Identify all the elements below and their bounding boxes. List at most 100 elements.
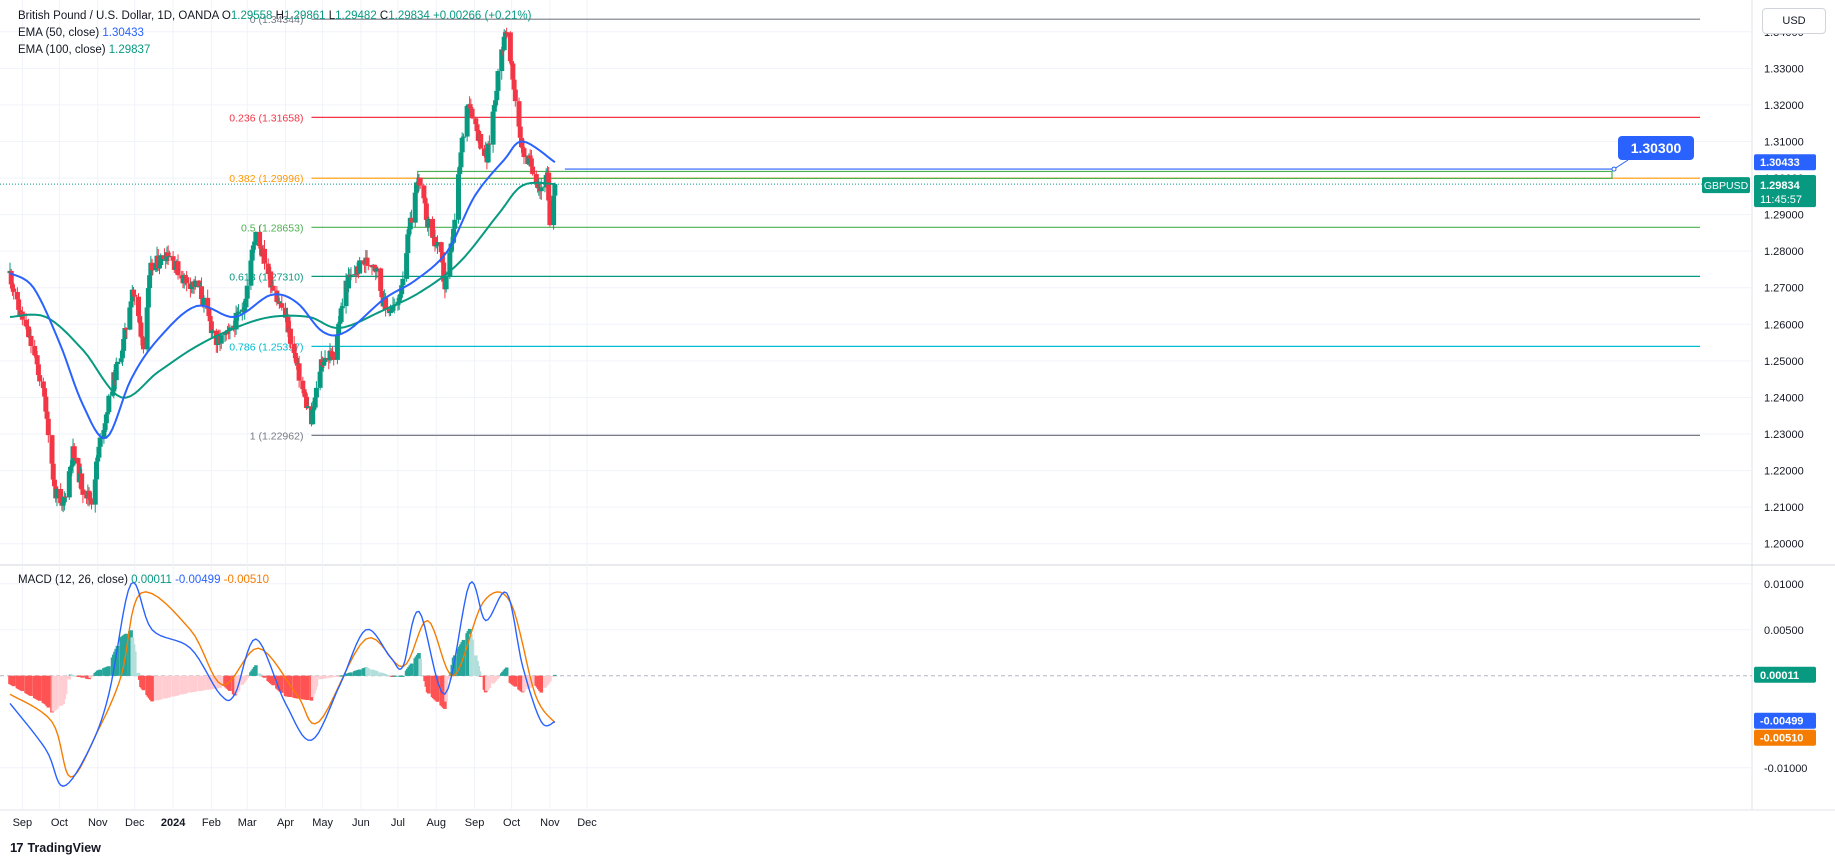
macd-hist-bar: [245, 675, 250, 678]
fib-level-label: 0.382 (1.29996): [229, 173, 303, 185]
currency-button[interactable]: USD: [1762, 8, 1826, 34]
candle-body: [60, 502, 66, 506]
symbol-title[interactable]: British Pound / U.S. Dollar, 1D, OANDA: [18, 10, 219, 22]
macd-hist-bar: [477, 671, 482, 676]
low-value: 1.29482: [335, 10, 377, 22]
candle-body: [206, 308, 212, 317]
ema50-line: [9, 140, 556, 440]
macd-hist-bar: [107, 666, 111, 676]
callout-label: 1.30300: [1631, 140, 1682, 156]
candle-body: [464, 105, 470, 137]
macd-hist-bar: [444, 675, 448, 702]
candle-body: [390, 305, 396, 311]
macd-hist-bar: [340, 675, 345, 677]
price-tick-label: 1.27000: [1764, 283, 1804, 295]
candle-body: [123, 328, 129, 330]
candle-body: [34, 355, 40, 365]
symbol-tag-label: GBPUSD: [1704, 180, 1749, 192]
macd-hist-bar: [551, 675, 556, 677]
price-tick-label: 1.22000: [1764, 466, 1804, 478]
candle-body: [348, 275, 354, 278]
candle-body: [336, 323, 342, 335]
macd-hist-bar: [72, 675, 77, 677]
candle-body: [43, 396, 49, 412]
candle-body: [399, 285, 405, 295]
macd-legend[interactable]: MACD (12, 26, close) 0.00011 -0.00499 -0…: [18, 572, 269, 589]
candle-body: [279, 303, 285, 308]
macd-hist-bar: [504, 667, 509, 676]
candle-body: [423, 203, 429, 220]
candle-body: [32, 346, 38, 356]
macd-hist-bar: [357, 669, 362, 676]
candle-body: [24, 326, 30, 328]
fib-level-label: 0.5 (1.28653): [241, 222, 303, 234]
candle-body: [258, 246, 264, 249]
macd-tick-label: 0.00500: [1764, 625, 1804, 637]
time-tick-label: Feb: [202, 817, 221, 829]
candle-body: [270, 285, 276, 291]
price-tick-label: 1.33000: [1764, 63, 1804, 75]
candle-body: [317, 371, 323, 388]
candle-body: [528, 158, 534, 167]
candle-body: [321, 362, 327, 366]
callout-pointer: [1613, 159, 1629, 170]
ema100-label: EMA (100, close): [18, 44, 106, 56]
candle-body: [331, 356, 337, 360]
high-label: H: [275, 10, 284, 22]
candle-body: [304, 396, 310, 409]
price-badge: [1754, 154, 1816, 171]
macd-hist-bar: [63, 675, 68, 695]
price-tick-label: 1.26000: [1764, 319, 1804, 331]
candle-body: [397, 294, 403, 298]
tradingview-brand[interactable]: 17 TradingView: [10, 840, 101, 855]
candle-body: [291, 343, 297, 353]
candle-body: [517, 126, 523, 138]
candle-body: [301, 389, 307, 394]
candle-body: [40, 381, 46, 389]
candle-body: [305, 406, 311, 409]
candle-body: [58, 488, 64, 504]
fib-level-label: 1 (1.22962): [250, 430, 304, 442]
candle-body: [322, 357, 328, 363]
ema50-value: 1.30433: [102, 27, 144, 39]
candle-body: [371, 264, 377, 267]
candle-body: [127, 307, 133, 330]
candle-body: [101, 430, 107, 438]
candle-body: [507, 32, 513, 62]
macd-hist-value: 0.00011: [131, 574, 172, 586]
candle-body: [262, 248, 268, 264]
candle-body: [311, 407, 317, 410]
candle-body: [113, 364, 119, 381]
ema50-legend[interactable]: EMA (50, close) 1.30433: [18, 25, 144, 42]
candle-body: [199, 286, 205, 300]
candle-body: [42, 388, 48, 397]
candle-body: [75, 458, 81, 464]
candle-body: [389, 310, 395, 312]
brand-label: TradingView: [27, 840, 101, 855]
candle-body: [546, 172, 552, 201]
candle-body: [268, 271, 274, 288]
candle-body: [184, 277, 190, 284]
macd-hist-bar: [259, 674, 263, 676]
candle-body: [121, 339, 127, 351]
macd-hist-bar: [297, 675, 301, 699]
time-tick-label: Mar: [238, 817, 257, 829]
ema100-legend[interactable]: EMA (100, close) 1.29837: [18, 42, 150, 59]
macd-badge: [1754, 712, 1816, 729]
macd-hist-bar: [314, 675, 319, 687]
candle-body: [45, 418, 51, 436]
macd-hist-bar: [496, 675, 500, 678]
time-tick-label: Jun: [352, 817, 370, 829]
fib-level-label: 0.786 (1.25397): [229, 341, 303, 353]
macd-hist-bar: [530, 675, 535, 686]
candle-body: [426, 218, 432, 228]
candle-body: [252, 241, 258, 246]
macd-hist-bar: [158, 675, 163, 700]
macd-hist-bar: [553, 674, 557, 676]
time-tick-label: Dec: [577, 817, 597, 829]
candle-body: [533, 174, 539, 184]
candle-body: [430, 218, 436, 238]
candle-body: [452, 219, 458, 229]
candle-body: [433, 245, 439, 247]
